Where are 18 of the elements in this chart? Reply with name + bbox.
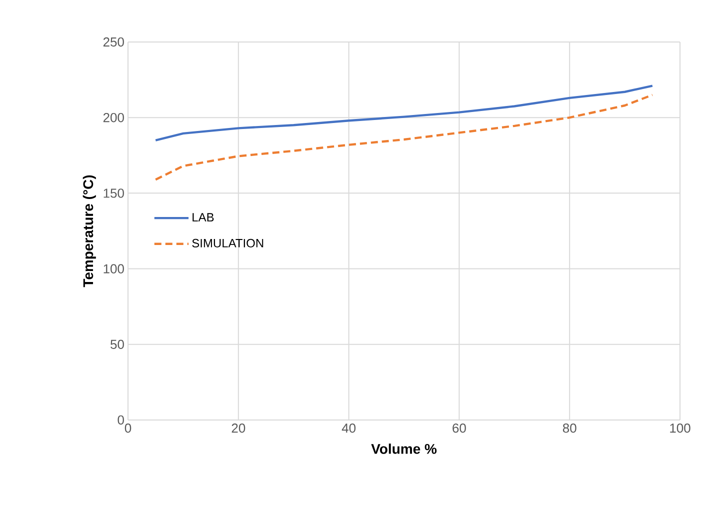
- legend-label: SIMULATION: [192, 238, 264, 248]
- line-series: [154, 94, 654, 181]
- x-tick-label: 40: [342, 424, 356, 433]
- y-axis-title: Temperature (°C): [82, 175, 96, 288]
- y-tick-label: 0: [118, 415, 124, 425]
- legend-label: LAB: [192, 213, 214, 222]
- x-tick-label: 100: [670, 424, 690, 433]
- y-tick-label: 200: [103, 112, 124, 122]
- line-series: [154, 84, 654, 142]
- x-tick-label: 80: [562, 424, 576, 433]
- x-axis-title: Volume %: [371, 444, 437, 454]
- y-tick-label: 250: [103, 37, 124, 47]
- y-tick-label: 150: [104, 188, 124, 198]
- x-tick-label: 0: [124, 424, 132, 433]
- y-tick-label: 100: [104, 264, 124, 274]
- x-tick-label: 60: [452, 424, 466, 433]
- x-tick-label: 20: [232, 424, 246, 433]
- y-tick-label: 50: [110, 340, 124, 349]
